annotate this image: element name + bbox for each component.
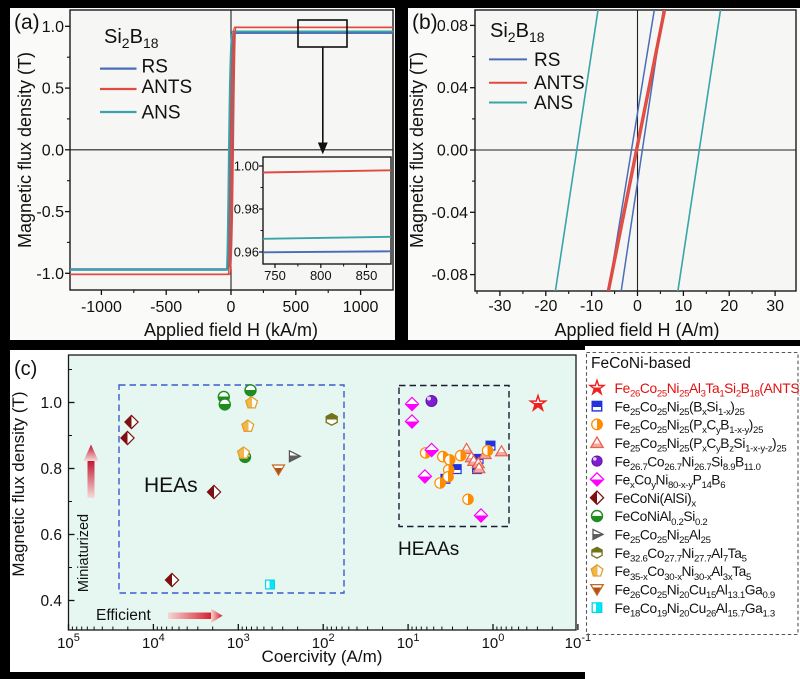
svg-text:850: 850: [356, 268, 378, 283]
svg-text:Magnetic flux density (T): Magnetic flux density (T): [407, 52, 427, 248]
svg-text:-1000: -1000: [81, 299, 122, 316]
svg-text:Applied field H (kA/m): Applied field H (kA/m): [144, 320, 318, 340]
svg-text:105: 105: [57, 632, 80, 652]
svg-text:1000: 1000: [343, 299, 379, 316]
svg-text:10: 10: [675, 298, 693, 315]
svg-text:30: 30: [766, 298, 784, 315]
svg-text:Applied field H (A/m): Applied field H (A/m): [554, 320, 719, 340]
svg-text:Si2 B18: Si2 B18: [104, 26, 159, 51]
svg-text:0: 0: [227, 299, 236, 316]
svg-text:Coercivity (A/m): Coercivity (A/m): [262, 647, 383, 666]
svg-text:-0.5: -0.5: [36, 204, 64, 221]
svg-text:Miniaturized: Miniaturized: [76, 514, 92, 592]
svg-text:ANS: ANS: [142, 103, 181, 124]
svg-text:Fe25 Co25 Ni25 (Px Cy B1-x-y ): Fe25 Co25 Ni25 (Px Cy B1-x-y )25: [615, 418, 764, 437]
svg-text:-10: -10: [580, 298, 603, 315]
svg-text:Si2 B18: Si2 B18: [490, 20, 545, 45]
svg-text:101: 101: [397, 632, 420, 652]
svg-text:Fe26.7 Co26.7 Ni26.7 Si8.9 B11: Fe26.7 Co26.7 Ni26.7 Si8.9 B11.0: [615, 454, 761, 473]
svg-text:500: 500: [282, 299, 309, 316]
svg-text:20: 20: [720, 298, 738, 315]
svg-text:0.0: 0.0: [42, 142, 64, 159]
svg-text:750: 750: [264, 268, 286, 283]
svg-text:Fe25 Co25 Ni25 Al25: Fe25 Co25 Ni25 Al25: [615, 528, 711, 547]
svg-text:Fe32.6 Co27.7 Ni27.7 Al7 Ta5: Fe32.6 Co27.7 Ni27.7 Al7 Ta5: [615, 546, 747, 565]
svg-text:Efficient: Efficient: [96, 607, 152, 624]
svg-text:(a): (a): [14, 11, 40, 34]
svg-text:0.08: 0.08: [437, 18, 468, 35]
svg-text:Fe26 Co25 Ni20 Cu15 Al13.1 Ga0: Fe26 Co25 Ni20 Cu15 Al13.1 Ga0.9: [615, 583, 775, 602]
svg-text:ANTS: ANTS: [534, 73, 585, 94]
svg-text:ANS: ANS: [534, 93, 573, 114]
svg-text:10-1: 10-1: [565, 632, 591, 652]
svg-text:Fe35-x Co30-x Ni30-x Al3x Ta5: Fe35-x Co30-x Ni30-x Al3x Ta5: [615, 564, 752, 583]
svg-text:102: 102: [312, 632, 335, 652]
svg-text:-500: -500: [150, 299, 182, 316]
svg-text:1.0: 1.0: [40, 395, 62, 412]
svg-text:RS: RS: [142, 57, 168, 78]
svg-text:800: 800: [310, 268, 332, 283]
svg-text:ANTS: ANTS: [142, 77, 193, 98]
svg-text:(c): (c): [14, 358, 37, 380]
svg-text:0.6: 0.6: [40, 527, 62, 544]
svg-text:Fe26 Co25 Ni25 Al3 Ta1 Si2 B18: Fe26 Co25 Ni25 Al3 Ta1 Si2 B18 (ANTS): [615, 381, 800, 400]
svg-text:-0.08: -0.08: [432, 267, 469, 284]
svg-text:100: 100: [482, 632, 505, 652]
svg-text:Fe18 Co19 Ni20 Cu26 Al15.7 Ga1: Fe18 Co19 Ni20 Cu26 Al15.7 Ga1.3: [615, 601, 775, 620]
svg-text:0.98: 0.98: [234, 202, 259, 217]
svg-text:HEAAs: HEAAs: [398, 539, 459, 560]
svg-text:FeCoNiAl0.2 Si0.2: FeCoNiAl0.2 Si0.2: [615, 509, 708, 528]
svg-text:0.96: 0.96: [234, 245, 259, 260]
svg-text:-30: -30: [488, 298, 511, 315]
svg-text:104: 104: [142, 632, 165, 652]
svg-text:RS: RS: [534, 50, 560, 71]
svg-text:Magnetic flux density (T): Magnetic flux density (T): [15, 52, 35, 248]
svg-text:0.00: 0.00: [437, 143, 468, 160]
svg-text:FeCoNi(AlSi)x: FeCoNi(AlSi)x: [615, 491, 697, 510]
svg-text:Fe25 Co25 Ni25 (Bx Si1-x )25: Fe25 Co25 Ni25 (Bx Si1-x )25: [615, 399, 745, 418]
svg-text:Fex Coy Ni80-x-y P14 B6: Fex Coy Ni80-x-y P14 B6: [615, 473, 726, 492]
svg-text:1.0: 1.0: [42, 19, 64, 36]
svg-text:-0.04: -0.04: [432, 205, 469, 222]
svg-text:-1.0: -1.0: [36, 266, 64, 283]
svg-text:Magnetic flux density (T): Magnetic flux density (T): [9, 391, 28, 576]
svg-text:0.8: 0.8: [40, 461, 62, 478]
svg-text:0.04: 0.04: [437, 80, 468, 97]
svg-text:-20: -20: [534, 298, 557, 315]
svg-text:HEAs: HEAs: [144, 474, 198, 497]
svg-text:0.5: 0.5: [42, 81, 64, 98]
svg-text:1.00: 1.00: [234, 159, 259, 174]
svg-text:103: 103: [227, 632, 250, 652]
svg-text:(b): (b): [412, 11, 438, 34]
svg-text:FeCoNi-based: FeCoNi-based: [591, 355, 691, 372]
svg-text:Fe25 Co25 Ni25 (Px Cy Bz Si1-x: Fe25 Co25 Ni25 (Px Cy Bz Si1-x-y-z )25: [615, 436, 787, 455]
svg-text:0: 0: [633, 298, 642, 315]
svg-text:0.4: 0.4: [40, 593, 62, 610]
